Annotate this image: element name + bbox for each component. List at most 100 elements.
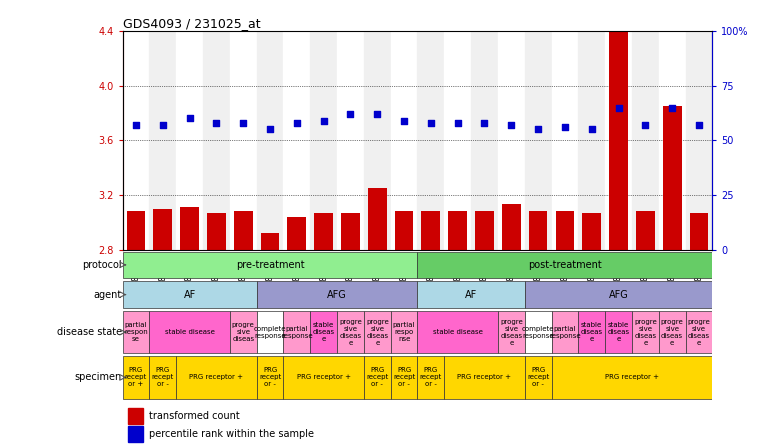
Text: progre
sive
diseas
e: progre sive diseas e [500, 319, 522, 345]
Bar [582, 213, 601, 250]
Text: agent: agent [93, 289, 122, 300]
Bar [176, 356, 257, 399]
Text: partial
response: partial response [549, 325, 581, 339]
Bar [471, 31, 498, 250]
Text: GDS4093 / 231025_at: GDS4093 / 231025_at [123, 17, 260, 30]
Bar [525, 311, 552, 353]
Bar [529, 211, 548, 250]
Bar [283, 311, 310, 353]
Bar [498, 31, 525, 250]
Text: percentile rank within the sample: percentile rank within the sample [149, 429, 314, 439]
Bar [310, 31, 337, 250]
Bar [417, 281, 525, 309]
Bar [552, 311, 578, 353]
Text: partial
respon
se: partial respon se [124, 322, 148, 342]
Bar [578, 31, 605, 250]
Text: progre
sive
diseas
e: progre sive diseas e [339, 319, 362, 345]
Point [398, 117, 411, 124]
Text: protocol: protocol [83, 260, 122, 270]
Bar [260, 233, 280, 250]
Bar [149, 311, 230, 353]
Point [558, 123, 571, 131]
Point [345, 111, 357, 118]
Bar [123, 356, 149, 399]
Bar [417, 252, 712, 278]
Bar [636, 211, 655, 250]
Bar [686, 311, 712, 353]
Text: progre
sive
diseas: progre sive diseas [232, 322, 254, 342]
Bar [525, 31, 552, 250]
Bar [123, 252, 417, 278]
Bar [337, 311, 364, 353]
Point [478, 119, 491, 127]
Bar [391, 31, 417, 250]
Text: progre
sive
diseas
e: progre sive diseas e [634, 319, 656, 345]
Text: partial
respo
nse: partial respo nse [393, 322, 415, 342]
Bar [391, 356, 417, 399]
Point [184, 115, 196, 122]
Bar [686, 31, 712, 250]
Bar [502, 205, 521, 250]
Bar [552, 356, 712, 399]
Bar [659, 31, 686, 250]
Bar [230, 311, 257, 353]
Bar [207, 213, 226, 250]
Text: partial
response: partial response [281, 325, 313, 339]
Bar [283, 31, 310, 250]
Point [371, 111, 383, 118]
Text: PRG receptor +: PRG receptor + [189, 374, 244, 381]
Bar [689, 213, 709, 250]
Bar [180, 207, 199, 250]
Bar [257, 31, 283, 250]
Text: specimen: specimen [75, 373, 122, 382]
Bar [391, 311, 417, 353]
Bar [498, 311, 525, 353]
Point [506, 122, 518, 129]
Text: PRG
recept
or -: PRG recept or - [420, 367, 442, 388]
Bar [364, 31, 391, 250]
Bar [444, 31, 471, 250]
Bar [283, 356, 364, 399]
Bar [368, 188, 387, 250]
Text: AFG: AFG [609, 289, 628, 300]
Bar [123, 31, 149, 250]
Text: PRG
recept
or -: PRG recept or - [393, 367, 415, 388]
Text: progre
sive
diseas
e: progre sive diseas e [688, 319, 710, 345]
Text: progre
sive
diseas
e: progre sive diseas e [366, 319, 388, 345]
Text: PRG receptor +: PRG receptor + [605, 374, 659, 381]
Bar [444, 356, 525, 399]
Bar [123, 281, 257, 309]
Bar [417, 31, 444, 250]
Bar [364, 311, 391, 353]
Bar [525, 281, 712, 309]
Text: stable disease: stable disease [165, 329, 214, 335]
Bar [287, 217, 306, 250]
Bar [257, 281, 417, 309]
Text: post-treatment: post-treatment [528, 260, 602, 270]
Text: progre
sive
diseas
e: progre sive diseas e [661, 319, 683, 345]
Text: AF: AF [465, 289, 477, 300]
Point [210, 119, 222, 127]
Bar [129, 408, 143, 424]
Bar [578, 311, 605, 353]
Bar [605, 31, 632, 250]
Bar [525, 356, 552, 399]
Text: PRG
recept
or -: PRG recept or - [259, 367, 281, 388]
Bar [659, 311, 686, 353]
Text: PRG receptor +: PRG receptor + [457, 374, 512, 381]
Point [586, 126, 598, 133]
Point [451, 119, 463, 127]
Point [666, 104, 679, 111]
Text: AFG: AFG [327, 289, 347, 300]
Text: transformed count: transformed count [149, 411, 240, 421]
Bar [129, 426, 143, 442]
Bar [257, 356, 283, 399]
Point [424, 119, 437, 127]
Bar [153, 209, 172, 250]
Text: pre-treatment: pre-treatment [236, 260, 304, 270]
Bar [314, 213, 333, 250]
Text: PRG
recept
or -: PRG recept or - [366, 367, 388, 388]
Bar [663, 106, 682, 250]
Bar [632, 31, 659, 250]
Bar [257, 311, 283, 353]
